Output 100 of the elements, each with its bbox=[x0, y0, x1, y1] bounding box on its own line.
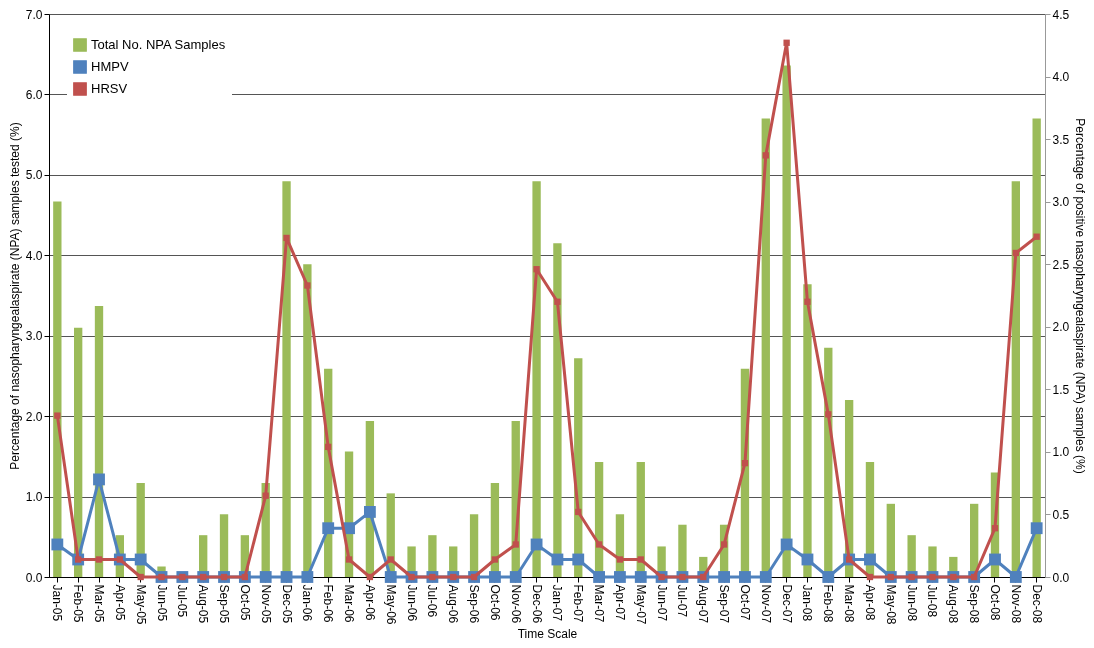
y-tick-label: 0.0 bbox=[25, 570, 43, 585]
x-tick-label: Apr-05 bbox=[112, 584, 127, 621]
y2-tick-label: 0.5 bbox=[1052, 507, 1070, 522]
point bbox=[741, 459, 749, 467]
point bbox=[595, 541, 603, 548]
x-tick-label: Oct-06 bbox=[487, 584, 502, 621]
bar bbox=[803, 284, 812, 577]
x-tick-label: Apr-07 bbox=[612, 584, 627, 621]
point bbox=[991, 525, 999, 532]
x-axis-title: Time Scale bbox=[517, 626, 578, 641]
x-tick-label: Sep-08 bbox=[967, 584, 982, 624]
y2-tick-label: 1.0 bbox=[1052, 445, 1070, 460]
point bbox=[363, 506, 376, 518]
point bbox=[720, 541, 728, 548]
x-tick-label: Dec-06 bbox=[529, 584, 544, 624]
point bbox=[512, 541, 519, 548]
point bbox=[718, 571, 731, 583]
x-tick-label: Aug-07 bbox=[696, 584, 711, 624]
x-tick-label: Jul-06 bbox=[425, 584, 440, 618]
y2-tick-label: 4.5 bbox=[1052, 7, 1070, 22]
point bbox=[280, 571, 293, 583]
y2-tick-label: 3.0 bbox=[1052, 195, 1070, 210]
point bbox=[1033, 233, 1040, 240]
x-tick-label: Feb-05 bbox=[71, 584, 86, 623]
x-tick-label: Dec-08 bbox=[1029, 584, 1044, 624]
x-tick-label: May-06 bbox=[383, 584, 398, 625]
x-tick-label: Mar-05 bbox=[92, 584, 107, 623]
point bbox=[575, 508, 582, 516]
x-tick-label: May-08 bbox=[883, 584, 898, 625]
point bbox=[304, 282, 311, 289]
point bbox=[554, 298, 561, 305]
x-tick-label: Oct-07 bbox=[737, 584, 752, 621]
x-tick-label: Mar-06 bbox=[342, 584, 357, 623]
x-tick-label: Feb-06 bbox=[321, 584, 336, 623]
x-tick-label: Nov-06 bbox=[508, 584, 523, 624]
y-tick-label: 7.0 bbox=[25, 7, 43, 22]
x-tick-label: Jan-08 bbox=[800, 584, 815, 622]
x-tick-label: May-07 bbox=[633, 584, 648, 625]
bar bbox=[94, 305, 104, 577]
x-tick-label: Apr-08 bbox=[862, 584, 877, 621]
point bbox=[283, 234, 290, 242]
x-tick-label: Mar-08 bbox=[842, 584, 857, 623]
point bbox=[134, 553, 147, 566]
point bbox=[804, 298, 811, 305]
x-tick-label: Oct-05 bbox=[237, 584, 252, 621]
point bbox=[533, 266, 540, 273]
y-tick-label: 6.0 bbox=[25, 87, 43, 102]
x-tick-label: Nov-05 bbox=[258, 584, 273, 624]
point bbox=[488, 571, 501, 583]
point bbox=[95, 556, 103, 563]
x-tick-label: Nov-08 bbox=[1008, 584, 1023, 624]
point bbox=[491, 556, 499, 563]
point bbox=[384, 571, 397, 583]
point bbox=[866, 573, 874, 581]
point bbox=[759, 571, 772, 583]
y-axis-title: Percentage of nasopharyngealaspirate (NPA) samples tested (%) bbox=[7, 122, 22, 470]
legend-label: HMPV bbox=[91, 59, 129, 74]
point bbox=[1009, 571, 1022, 583]
point bbox=[614, 571, 626, 583]
point bbox=[1030, 522, 1043, 535]
legend-label: Total No. NPA Samples bbox=[91, 37, 226, 52]
y-tick-label: 2.0 bbox=[25, 409, 43, 424]
point bbox=[51, 538, 64, 551]
bar bbox=[1032, 118, 1041, 577]
point bbox=[137, 573, 144, 581]
legend-label: HRSV bbox=[91, 81, 128, 96]
point bbox=[1012, 249, 1019, 257]
x-tick-label: Aug-05 bbox=[196, 584, 211, 624]
point bbox=[325, 443, 332, 451]
x-tick-label: Jun-05 bbox=[154, 584, 169, 622]
point bbox=[825, 411, 832, 418]
bar bbox=[782, 65, 791, 577]
point bbox=[783, 39, 790, 46]
x-tick-label: Feb-07 bbox=[571, 584, 586, 623]
bar bbox=[74, 327, 83, 577]
point bbox=[864, 553, 876, 566]
point bbox=[259, 571, 272, 583]
point bbox=[366, 573, 374, 581]
x-tick-label: Jan-05 bbox=[50, 584, 65, 622]
x-tick-label: Jul-07 bbox=[675, 584, 690, 618]
point bbox=[509, 571, 522, 583]
point bbox=[322, 522, 335, 535]
x-tick-label: Mar-07 bbox=[592, 584, 607, 623]
point bbox=[762, 152, 769, 159]
point bbox=[262, 492, 269, 499]
point bbox=[301, 571, 314, 583]
point bbox=[345, 556, 353, 563]
point bbox=[822, 571, 835, 583]
point bbox=[739, 571, 751, 583]
bar bbox=[532, 181, 541, 577]
x-tick-label: Aug-06 bbox=[446, 584, 461, 624]
point bbox=[387, 556, 394, 563]
point bbox=[637, 556, 644, 563]
y2-tick-label: 2.0 bbox=[1052, 320, 1070, 335]
x-tick-label: Sep-07 bbox=[717, 584, 732, 624]
x-tick-label: Apr-06 bbox=[362, 584, 377, 621]
x-tick-label: Sep-06 bbox=[467, 584, 482, 624]
point bbox=[54, 412, 61, 419]
x-tick-label: Feb-08 bbox=[821, 584, 836, 623]
point bbox=[593, 571, 606, 583]
